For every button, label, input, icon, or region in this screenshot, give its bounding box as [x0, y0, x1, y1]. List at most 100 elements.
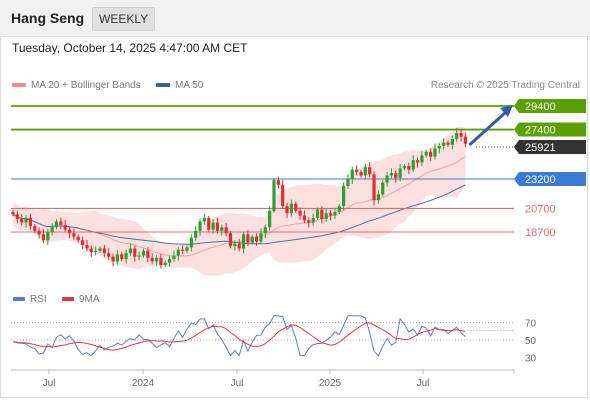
candle-body	[128, 248, 133, 254]
level-label-18700: 18700	[525, 227, 556, 239]
candle-body	[107, 253, 111, 257]
candle-body	[389, 173, 394, 176]
level-label-25921: 25921	[525, 142, 556, 154]
candle-body	[211, 222, 215, 230]
candle-body	[63, 224, 67, 230]
candle-body	[176, 249, 180, 256]
candle-body	[146, 250, 150, 258]
candle-body	[228, 233, 233, 247]
candle-body	[89, 248, 93, 253]
candle-body	[150, 257, 154, 262]
candle-body	[98, 248, 102, 251]
candle-body	[181, 249, 185, 251]
credit-text: Research © 2025 Trading Central	[430, 80, 580, 91]
x-tick-label: 2024	[132, 378, 155, 389]
candle-body	[20, 219, 24, 223]
candle-body	[141, 250, 146, 256]
x-tick-label: 2025	[319, 378, 342, 389]
legend-rsi-label: RSI	[30, 294, 47, 305]
candle-body	[207, 217, 211, 230]
candle-body	[168, 259, 172, 263]
rsi-ma-swatch-icon	[62, 297, 74, 302]
level-label-29400: 29400	[525, 101, 556, 113]
candle-body	[285, 206, 289, 214]
candle-body	[337, 206, 341, 212]
rsi-swatch-icon	[13, 297, 25, 302]
candle-body	[120, 254, 124, 260]
header-bar: Hang Seng WEEKLY	[0, 0, 590, 37]
candle-body	[355, 169, 359, 172]
candle-body	[154, 257, 159, 262]
candle-body	[33, 226, 37, 231]
candle-body	[328, 213, 333, 216]
candle-body	[381, 182, 385, 195]
candle-body	[59, 221, 63, 225]
candle-body	[198, 221, 202, 231]
candle-body	[194, 230, 198, 238]
level-tag-27400	[514, 122, 586, 137]
candle-body	[24, 217, 28, 223]
candle-body	[298, 210, 302, 216]
bollinger-swatch-icon	[12, 83, 26, 88]
instrument-title: Hang Seng	[11, 10, 85, 26]
candle-body	[294, 203, 298, 211]
candle-body	[224, 227, 228, 234]
candle-body	[455, 133, 459, 139]
candle-body	[54, 221, 59, 228]
candle-body	[115, 254, 119, 262]
legend-bollinger: MA 20 + Bollinger Bands	[12, 80, 141, 91]
timeframe-badge[interactable]: WEEKLY	[92, 7, 156, 31]
candle-body	[85, 244, 89, 249]
candle-body	[94, 250, 98, 253]
candle-body	[342, 186, 346, 207]
candle-body	[233, 243, 237, 247]
candle-body	[250, 236, 254, 243]
candle-body	[433, 148, 437, 157]
candle-body	[276, 180, 280, 185]
bollinger-band	[13, 126, 466, 276]
projection-arrow-head-icon	[500, 105, 513, 117]
candle-body	[246, 234, 250, 243]
legend-rsi-ma: 9MA	[62, 294, 100, 305]
legend-ma50-label: MA 50	[175, 80, 204, 91]
candle-body	[15, 214, 19, 220]
candle-body	[255, 236, 259, 242]
candle-body	[368, 167, 372, 175]
level-tag-25921	[514, 139, 586, 154]
candle-body	[315, 209, 320, 218]
candle-body	[215, 222, 220, 231]
candle-body	[76, 236, 80, 241]
rsi-label-70: 70	[525, 319, 537, 330]
candle-body	[424, 151, 428, 156]
candle-body	[289, 203, 293, 214]
candle-body	[272, 180, 276, 211]
candle-body	[402, 166, 407, 169]
candle-body	[37, 230, 41, 235]
candle-body	[463, 136, 467, 144]
candle-body	[420, 155, 424, 163]
candle-body	[407, 166, 411, 170]
level-label-20700: 20700	[525, 203, 556, 215]
candle-body	[11, 211, 15, 215]
level-tag-29400	[514, 99, 586, 113]
candle-body	[429, 151, 433, 157]
candle-body	[333, 211, 337, 216]
legend-bollinger-label: MA 20 + Bollinger Bands	[31, 80, 141, 91]
rsi-ma-line	[12, 322, 466, 351]
candle-body	[394, 173, 398, 178]
level-tag-23200	[514, 172, 586, 187]
candle-body	[346, 179, 350, 187]
candle-body	[185, 247, 189, 251]
candle-body	[102, 248, 106, 254]
candle-body	[137, 255, 141, 257]
rsi-label-50: 50	[525, 336, 537, 347]
candle-body	[307, 220, 311, 223]
rsi-line	[12, 315, 466, 357]
candle-body	[411, 160, 415, 170]
candle-body	[133, 248, 137, 257]
candle-body	[41, 234, 46, 241]
candle-body	[446, 142, 450, 145]
candle-body	[172, 255, 176, 260]
x-tick-label: Jul	[417, 378, 430, 389]
